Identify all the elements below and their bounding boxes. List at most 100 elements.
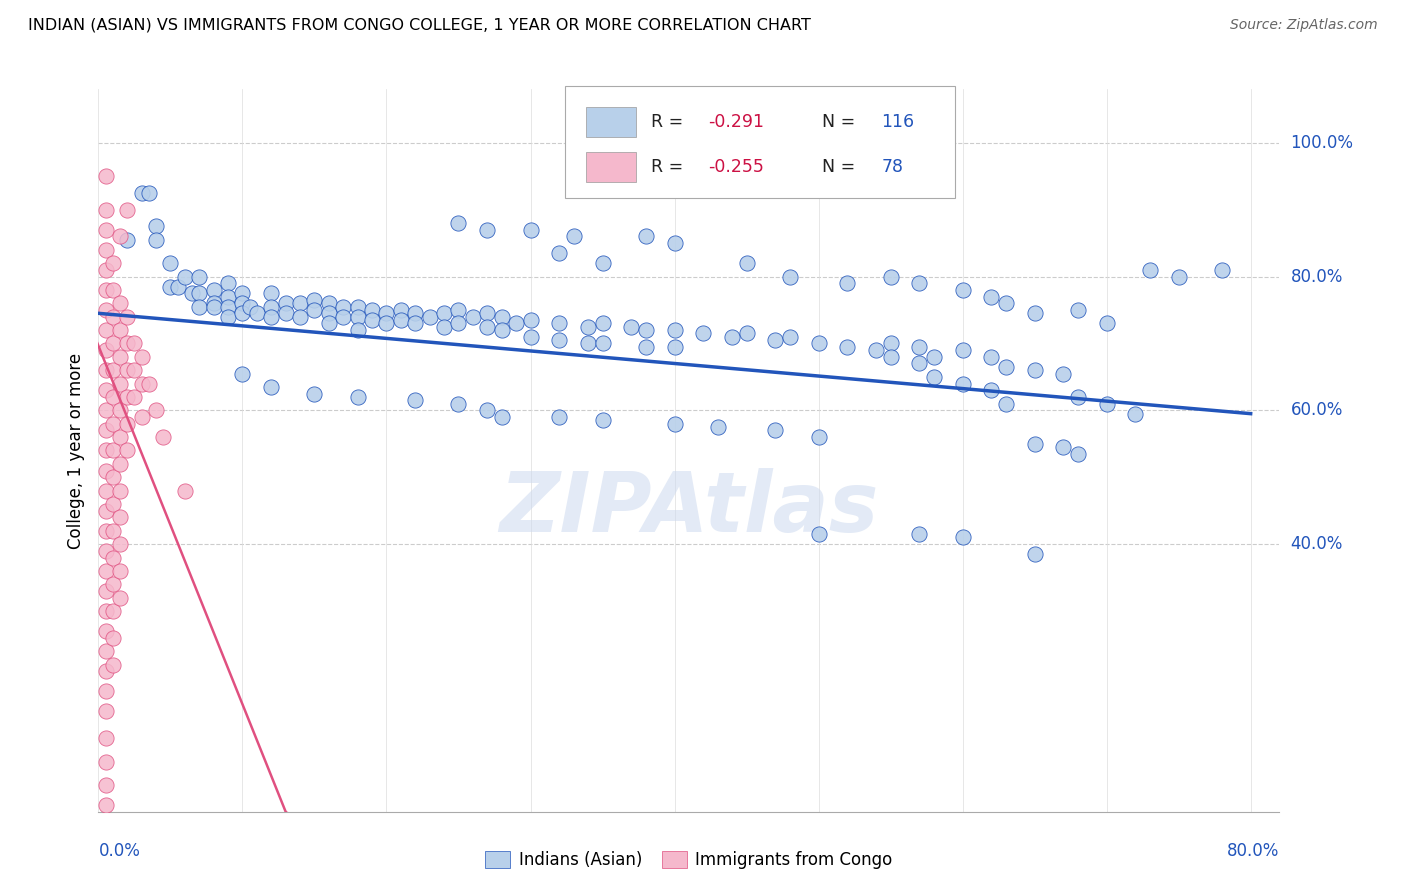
Point <box>664 417 686 431</box>
Y-axis label: College, 1 year or more: College, 1 year or more <box>66 352 84 549</box>
Point <box>375 317 398 331</box>
Point <box>592 336 614 351</box>
Text: 80.0%: 80.0% <box>1291 268 1343 285</box>
Point <box>318 317 340 331</box>
Point <box>217 277 239 291</box>
Text: 40.0%: 40.0% <box>1291 535 1343 553</box>
Point <box>491 323 513 337</box>
Text: INDIAN (ASIAN) VS IMMIGRANTS FROM CONGO COLLEGE, 1 YEAR OR MORE CORRELATION CHAR: INDIAN (ASIAN) VS IMMIGRANTS FROM CONGO … <box>28 18 811 33</box>
Point <box>94 243 117 257</box>
Point <box>592 256 614 270</box>
Point <box>260 300 283 314</box>
Point <box>879 350 901 364</box>
Point <box>108 537 131 551</box>
Point <box>447 317 470 331</box>
Point <box>152 430 174 444</box>
Point <box>217 300 239 314</box>
Text: 78: 78 <box>882 158 904 177</box>
Point <box>145 403 167 417</box>
Point <box>994 396 1017 410</box>
Point <box>94 755 117 769</box>
Point <box>505 317 527 331</box>
Point <box>94 403 117 417</box>
Point <box>101 310 124 324</box>
Point <box>94 303 117 318</box>
Point <box>188 269 211 284</box>
Point <box>94 664 117 679</box>
Point <box>131 350 153 364</box>
Point <box>173 483 195 498</box>
Point <box>188 286 211 301</box>
Point <box>1067 303 1090 318</box>
Point <box>239 300 262 314</box>
Point <box>94 483 117 498</box>
Text: 100.0%: 100.0% <box>1291 134 1354 152</box>
Point <box>620 319 643 334</box>
Point <box>159 256 181 270</box>
Point <box>115 233 138 247</box>
Point <box>706 420 728 434</box>
Point <box>1095 396 1118 410</box>
Point <box>389 303 412 318</box>
Point <box>404 317 426 331</box>
Point <box>108 229 131 244</box>
Text: 0.0%: 0.0% <box>98 842 141 860</box>
Point <box>908 277 931 291</box>
Point <box>477 403 499 417</box>
Point <box>1139 263 1161 277</box>
Point <box>231 306 253 320</box>
Point <box>477 306 499 320</box>
Text: R =: R = <box>651 112 689 131</box>
Point <box>404 393 426 408</box>
Point <box>865 343 887 358</box>
Point <box>779 269 801 284</box>
Point <box>576 336 599 351</box>
Point <box>763 424 786 438</box>
Point <box>419 310 441 324</box>
Point <box>217 289 239 303</box>
Point <box>108 483 131 498</box>
Point <box>138 186 160 200</box>
Point <box>318 296 340 310</box>
Point <box>1052 367 1074 381</box>
Point <box>115 202 138 217</box>
Point <box>94 624 117 639</box>
Point <box>922 350 945 364</box>
Point <box>94 684 117 698</box>
Point <box>433 306 456 320</box>
Point <box>131 376 153 391</box>
Point <box>735 326 758 341</box>
FancyBboxPatch shape <box>586 106 636 136</box>
Point <box>101 550 124 565</box>
Point <box>101 283 124 297</box>
Point <box>202 296 225 310</box>
Point <box>202 300 225 314</box>
Point <box>664 236 686 251</box>
Point <box>692 326 714 341</box>
Text: ZIPAtlas: ZIPAtlas <box>499 467 879 549</box>
Point <box>159 279 181 293</box>
Point <box>94 363 117 377</box>
Point <box>952 376 974 391</box>
Point <box>124 390 146 404</box>
Text: 60.0%: 60.0% <box>1291 401 1343 419</box>
Point <box>1167 269 1189 284</box>
Point <box>101 417 124 431</box>
Point <box>735 256 758 270</box>
Point <box>94 283 117 297</box>
FancyBboxPatch shape <box>565 86 955 198</box>
Point <box>908 527 931 541</box>
Point <box>94 778 117 792</box>
Point <box>952 343 974 358</box>
Point <box>548 317 571 331</box>
Point <box>101 390 124 404</box>
Point <box>375 306 398 320</box>
Point <box>491 410 513 425</box>
Legend: Indians (Asian), Immigrants from Congo: Indians (Asian), Immigrants from Congo <box>478 844 900 876</box>
Point <box>304 303 326 318</box>
Point <box>721 330 744 344</box>
Point <box>94 503 117 517</box>
Point <box>980 289 1002 303</box>
Point <box>94 343 117 358</box>
Point <box>592 317 614 331</box>
